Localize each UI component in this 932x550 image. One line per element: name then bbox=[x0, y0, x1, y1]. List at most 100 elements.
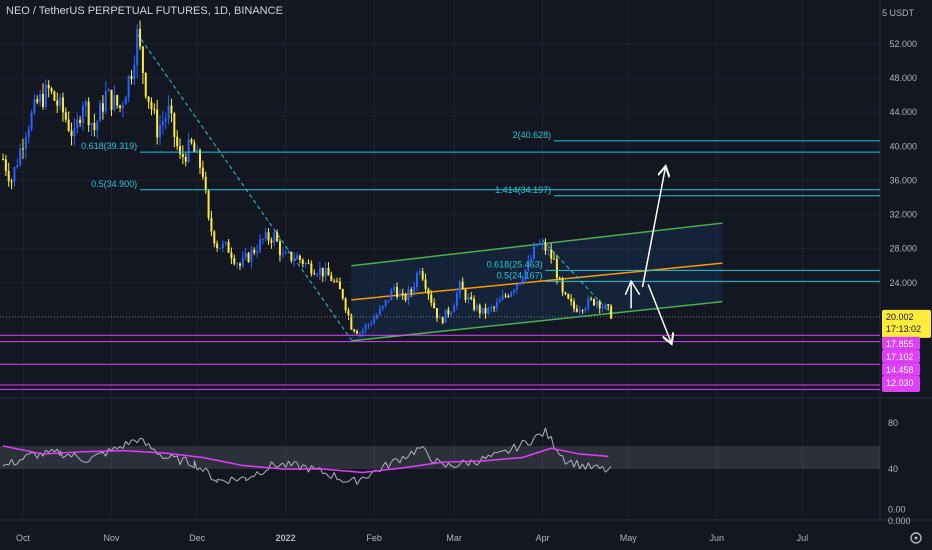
rsi-line-segment bbox=[402, 455, 406, 460]
candle-body bbox=[4, 159, 7, 172]
rsi-pane[interactable] bbox=[0, 427, 880, 485]
candle-body bbox=[39, 94, 42, 103]
candle-body bbox=[464, 289, 467, 300]
candle-body bbox=[433, 302, 436, 309]
rsi-line-segment bbox=[99, 451, 104, 454]
rsi-line-segment bbox=[550, 436, 555, 449]
candle-body bbox=[179, 146, 182, 155]
candle-body bbox=[316, 274, 319, 276]
rsi-band bbox=[0, 446, 880, 469]
candle-body bbox=[250, 249, 253, 262]
candle-body bbox=[376, 314, 379, 319]
fib-trend-line[interactable] bbox=[136, 33, 352, 341]
rsi-line-segment bbox=[74, 452, 78, 457]
channel-group[interactable] bbox=[136, 33, 723, 342]
rsi-line-segment bbox=[128, 439, 132, 446]
rsi-line-segment bbox=[125, 440, 130, 446]
rsi-line-segment bbox=[570, 459, 575, 468]
rsi-line-segment bbox=[231, 476, 235, 480]
current-price-value: 20.002 bbox=[886, 312, 914, 322]
candle-body bbox=[253, 249, 256, 253]
rsi-line-segment bbox=[348, 478, 352, 482]
candle-body bbox=[401, 293, 404, 295]
candle-body bbox=[241, 257, 244, 266]
candle-body bbox=[130, 76, 133, 80]
candle-body bbox=[413, 286, 416, 293]
candle-body bbox=[367, 324, 370, 326]
candle-body bbox=[7, 171, 10, 182]
candle-body bbox=[170, 105, 173, 114]
rsi-line-segment bbox=[399, 455, 404, 464]
candle-body bbox=[76, 119, 79, 128]
channel-middle-line[interactable] bbox=[351, 262, 723, 301]
rsi-line-segment bbox=[448, 462, 452, 467]
rsi-line-segment bbox=[322, 472, 326, 475]
candle-body bbox=[461, 281, 464, 290]
candle-body bbox=[533, 245, 536, 259]
candle-body bbox=[22, 148, 24, 150]
rsi-line-segment bbox=[584, 462, 589, 470]
candle-body bbox=[584, 308, 587, 311]
rsi-line-segment bbox=[256, 471, 261, 475]
candle-body bbox=[310, 263, 313, 274]
rsi-line-segment bbox=[242, 476, 246, 479]
rsi-line-segment bbox=[22, 454, 27, 460]
rsi-line-segment bbox=[176, 455, 181, 465]
candle-body bbox=[481, 307, 484, 314]
candle-body bbox=[610, 306, 613, 319]
candle-body bbox=[541, 243, 544, 245]
candle-body bbox=[27, 129, 30, 138]
arrow-down[interactable] bbox=[647, 284, 671, 343]
time-tick-label: Dec bbox=[189, 533, 206, 543]
settings-gear-icon[interactable] bbox=[910, 532, 922, 544]
channel-lower-line[interactable] bbox=[351, 300, 723, 342]
rsi-line-segment bbox=[111, 446, 115, 451]
rsi-line-segment bbox=[16, 459, 21, 465]
time-tick-label: 2022 bbox=[276, 533, 296, 543]
candle-body bbox=[176, 136, 179, 147]
candle-body bbox=[604, 304, 607, 308]
candle-body bbox=[344, 298, 347, 311]
rsi-line-segment bbox=[496, 451, 500, 454]
candle-body bbox=[593, 299, 595, 306]
rsi-line-segment bbox=[168, 454, 172, 459]
support-levels-group[interactable] bbox=[0, 334, 880, 390]
candle-body bbox=[96, 121, 99, 131]
fib-level-label: 0.618(39.319) bbox=[81, 141, 137, 151]
rsi-line-segment bbox=[282, 462, 287, 468]
rsi-line-segment bbox=[171, 454, 175, 458]
rsi-line-segment bbox=[225, 481, 229, 485]
current-price-tag: 20.002 17:13:02 bbox=[882, 309, 931, 338]
rsi-line-segment bbox=[328, 476, 332, 479]
candle-body bbox=[518, 282, 521, 285]
candle-body bbox=[267, 232, 270, 241]
support-tag bbox=[882, 375, 920, 389]
candle-body bbox=[587, 298, 590, 309]
settings-gear-icon[interactable] bbox=[914, 536, 918, 540]
fib-levels-group[interactable]: 2(40.628) 0.618(39.319) 0.5(34.900) 1.414(3… bbox=[0, 130, 880, 318]
rsi-line-segment bbox=[513, 443, 518, 452]
candle-body bbox=[595, 301, 598, 306]
rsi-line-segment bbox=[54, 448, 58, 453]
support-tag bbox=[882, 387, 920, 392]
candle-body bbox=[361, 329, 364, 334]
candle-body bbox=[515, 284, 518, 291]
rsi-line-segment bbox=[59, 450, 64, 459]
candle-body bbox=[353, 329, 356, 332]
rsi-line-segment bbox=[579, 463, 584, 470]
arrows-group[interactable] bbox=[624, 168, 671, 343]
candle-body bbox=[64, 112, 67, 120]
candle-body bbox=[324, 267, 327, 277]
fib-level-label: 0.5(24.167) bbox=[497, 270, 543, 280]
rsi-line-segment bbox=[362, 476, 366, 479]
rsi-tick-label: 40 bbox=[888, 464, 898, 474]
candle-body bbox=[70, 130, 73, 137]
candle-body bbox=[13, 167, 16, 183]
rsi-line-segment bbox=[239, 476, 244, 479]
rsi-line-segment bbox=[193, 460, 198, 470]
candle-body bbox=[164, 118, 167, 122]
arrow-up[interactable] bbox=[641, 168, 666, 288]
rsi-line-segment bbox=[385, 461, 389, 469]
candle-body bbox=[475, 305, 478, 310]
